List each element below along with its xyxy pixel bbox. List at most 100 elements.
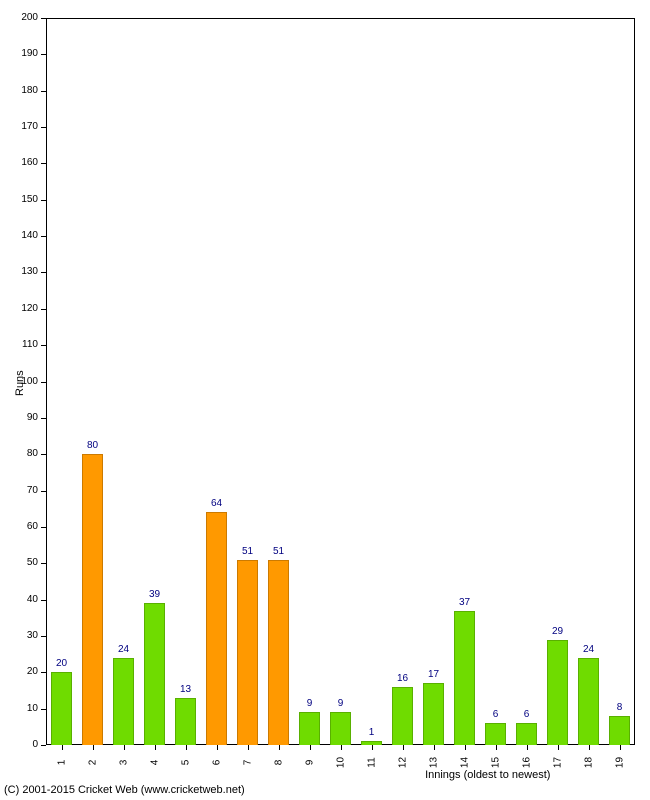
x-tick-mark xyxy=(496,745,497,750)
y-tick-label: 90 xyxy=(0,412,38,423)
bar xyxy=(299,712,319,745)
bar xyxy=(516,723,536,745)
y-tick-mark xyxy=(41,345,46,346)
x-tick-mark xyxy=(527,745,528,750)
bar-value-label: 29 xyxy=(543,626,573,637)
bar xyxy=(51,672,71,745)
bar xyxy=(330,712,350,745)
x-tick-label: 9 xyxy=(304,753,315,773)
y-tick-mark xyxy=(41,491,46,492)
x-tick-label: 5 xyxy=(180,753,191,773)
bar-value-label: 24 xyxy=(574,644,604,655)
bar xyxy=(609,716,629,745)
x-tick-mark xyxy=(93,745,94,750)
bar-value-label: 6 xyxy=(481,709,511,720)
bar-value-label: 17 xyxy=(419,669,449,680)
x-tick-label: 15 xyxy=(490,753,501,773)
x-tick-mark xyxy=(372,745,373,750)
y-tick-mark xyxy=(41,236,46,237)
bar xyxy=(82,454,102,745)
y-tick-mark xyxy=(41,600,46,601)
x-tick-label: 6 xyxy=(211,753,222,773)
x-tick-label: 3 xyxy=(118,753,129,773)
y-tick-mark xyxy=(41,672,46,673)
x-tick-mark xyxy=(62,745,63,750)
bar-value-label: 51 xyxy=(233,546,263,557)
y-tick-mark xyxy=(41,418,46,419)
y-tick-mark xyxy=(41,91,46,92)
y-tick-mark xyxy=(41,18,46,19)
bar-value-label: 20 xyxy=(47,658,77,669)
x-tick-label: 2 xyxy=(87,753,98,773)
x-tick-label: 19 xyxy=(614,753,625,773)
y-tick-label: 110 xyxy=(0,339,38,350)
y-tick-mark xyxy=(41,127,46,128)
y-tick-label: 130 xyxy=(0,266,38,277)
bar-value-label: 51 xyxy=(264,546,294,557)
x-tick-mark xyxy=(248,745,249,750)
y-tick-label: 140 xyxy=(0,230,38,241)
y-tick-label: 80 xyxy=(0,448,38,459)
bar-value-label: 24 xyxy=(109,644,139,655)
bar xyxy=(485,723,505,745)
x-tick-mark xyxy=(465,745,466,750)
bar-value-label: 8 xyxy=(605,702,635,713)
x-tick-label: 11 xyxy=(366,753,377,773)
y-tick-label: 40 xyxy=(0,594,38,605)
x-tick-mark xyxy=(620,745,621,750)
x-tick-label: 8 xyxy=(273,753,284,773)
y-tick-mark xyxy=(41,636,46,637)
x-tick-mark xyxy=(155,745,156,750)
x-tick-mark xyxy=(217,745,218,750)
x-tick-mark xyxy=(186,745,187,750)
bar-value-label: 39 xyxy=(140,589,170,600)
x-tick-mark xyxy=(434,745,435,750)
y-tick-mark xyxy=(41,54,46,55)
y-tick-label: 160 xyxy=(0,157,38,168)
y-tick-mark xyxy=(41,454,46,455)
bar-value-label: 9 xyxy=(326,698,356,709)
copyright-text: (C) 2001-2015 Cricket Web (www.cricketwe… xyxy=(4,784,245,796)
y-tick-label: 150 xyxy=(0,194,38,205)
y-tick-label: 70 xyxy=(0,485,38,496)
y-tick-label: 190 xyxy=(0,48,38,59)
bar xyxy=(423,683,443,745)
x-tick-label: 14 xyxy=(459,753,470,773)
x-tick-label: 12 xyxy=(397,753,408,773)
x-tick-mark xyxy=(310,745,311,750)
bar xyxy=(175,698,195,745)
x-tick-label: 13 xyxy=(428,753,439,773)
chart-container: Runs Innings (oldest to newest) (C) 2001… xyxy=(0,0,650,800)
x-tick-label: 10 xyxy=(335,753,346,773)
y-tick-mark xyxy=(41,382,46,383)
y-tick-mark xyxy=(41,200,46,201)
y-tick-label: 170 xyxy=(0,121,38,132)
y-tick-mark xyxy=(41,745,46,746)
x-tick-label: 7 xyxy=(242,753,253,773)
bar xyxy=(578,658,598,745)
y-tick-label: 200 xyxy=(0,12,38,23)
bar xyxy=(547,640,567,745)
bar-value-label: 37 xyxy=(450,597,480,608)
x-tick-mark xyxy=(341,745,342,750)
y-tick-label: 30 xyxy=(0,630,38,641)
bar xyxy=(268,560,288,745)
x-tick-label: 18 xyxy=(583,753,594,773)
x-tick-mark xyxy=(589,745,590,750)
y-tick-label: 120 xyxy=(0,303,38,314)
bar-value-label: 16 xyxy=(388,673,418,684)
bar xyxy=(144,603,164,745)
y-tick-mark xyxy=(41,563,46,564)
bar-value-label: 64 xyxy=(202,498,232,509)
x-tick-mark xyxy=(124,745,125,750)
bar-value-label: 80 xyxy=(78,440,108,451)
y-tick-label: 100 xyxy=(0,376,38,387)
y-tick-mark xyxy=(41,527,46,528)
bar xyxy=(206,512,226,745)
y-tick-label: 50 xyxy=(0,557,38,568)
y-tick-label: 20 xyxy=(0,666,38,677)
y-tick-mark xyxy=(41,272,46,273)
y-tick-label: 10 xyxy=(0,703,38,714)
x-tick-label: 4 xyxy=(149,753,160,773)
x-tick-label: 16 xyxy=(521,753,532,773)
